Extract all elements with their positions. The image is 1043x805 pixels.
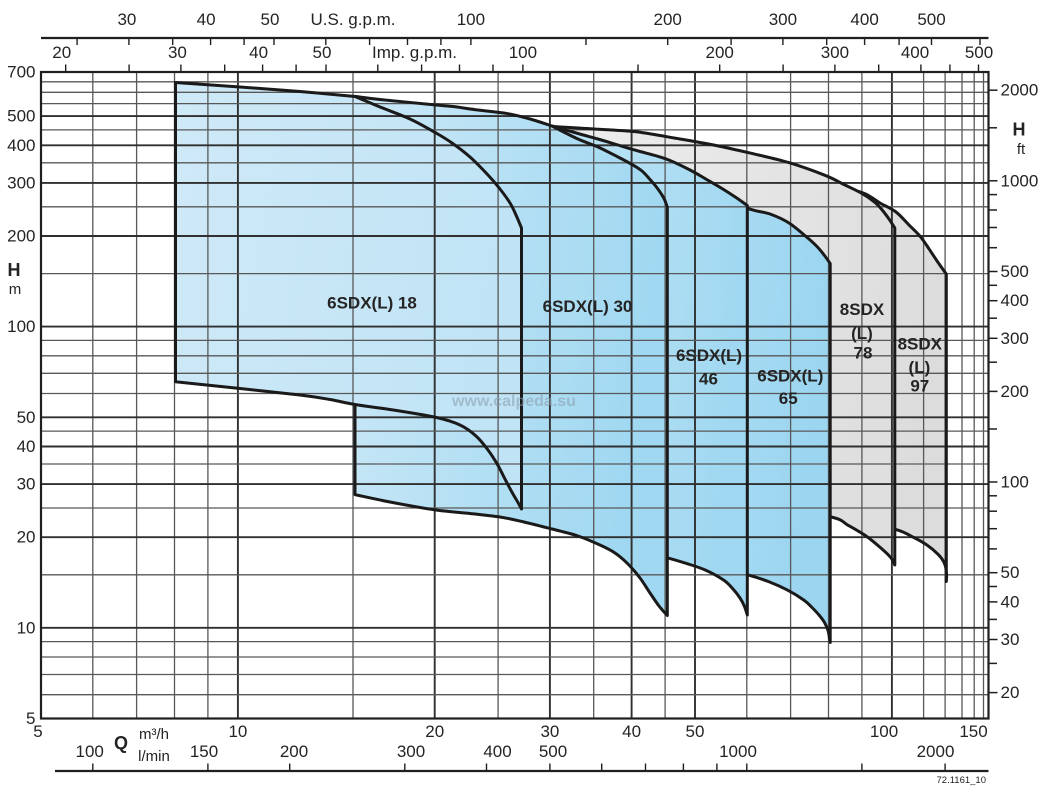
svg-text:400: 400 bbox=[7, 136, 35, 155]
svg-text:8SDX: 8SDX bbox=[840, 300, 885, 319]
svg-text:30: 30 bbox=[117, 10, 136, 29]
svg-text:6SDX(L) 30: 6SDX(L) 30 bbox=[543, 297, 633, 316]
svg-text:200: 200 bbox=[7, 227, 35, 246]
svg-text:500: 500 bbox=[1001, 262, 1029, 281]
svg-text:(L): (L) bbox=[909, 358, 931, 377]
svg-text:40: 40 bbox=[249, 43, 268, 62]
svg-text:8SDX: 8SDX bbox=[898, 335, 943, 354]
svg-text:30: 30 bbox=[168, 43, 187, 62]
svg-text:1000: 1000 bbox=[1001, 171, 1039, 190]
svg-text:20: 20 bbox=[52, 43, 71, 62]
svg-text:100: 100 bbox=[457, 10, 485, 29]
svg-text:300: 300 bbox=[397, 742, 425, 761]
svg-text:65: 65 bbox=[779, 389, 798, 408]
svg-text:72.1161_10: 72.1161_10 bbox=[937, 775, 987, 786]
svg-text:6SDX(L): 6SDX(L) bbox=[757, 366, 823, 385]
svg-text:200: 200 bbox=[1001, 382, 1029, 401]
svg-text:40: 40 bbox=[622, 722, 641, 741]
svg-text:300: 300 bbox=[1001, 329, 1029, 348]
svg-text:20: 20 bbox=[1001, 683, 1020, 702]
svg-text:400: 400 bbox=[850, 10, 878, 29]
svg-text:30: 30 bbox=[540, 722, 559, 741]
svg-text:5: 5 bbox=[33, 722, 42, 741]
svg-text:H: H bbox=[1013, 120, 1026, 140]
svg-text:46: 46 bbox=[699, 370, 718, 389]
svg-text:5: 5 bbox=[26, 709, 35, 728]
svg-text:400: 400 bbox=[483, 742, 511, 761]
svg-text:200: 200 bbox=[280, 742, 308, 761]
svg-text:50: 50 bbox=[17, 408, 36, 427]
svg-text:300: 300 bbox=[7, 173, 35, 192]
svg-text:500: 500 bbox=[7, 107, 35, 126]
svg-text:H: H bbox=[8, 260, 21, 280]
svg-text:30: 30 bbox=[17, 475, 36, 494]
svg-text:500: 500 bbox=[917, 10, 945, 29]
svg-text:200: 200 bbox=[706, 43, 734, 62]
svg-text:300: 300 bbox=[769, 10, 797, 29]
svg-text:400: 400 bbox=[901, 43, 929, 62]
svg-text:20: 20 bbox=[17, 528, 36, 547]
svg-text:6SDX(L): 6SDX(L) bbox=[676, 346, 742, 365]
svg-text:500: 500 bbox=[965, 43, 993, 62]
svg-text:100: 100 bbox=[76, 742, 104, 761]
svg-text:Imp. g.p.m.: Imp. g.p.m. bbox=[372, 43, 457, 62]
svg-text:700: 700 bbox=[7, 63, 35, 82]
svg-text:50: 50 bbox=[686, 722, 705, 741]
svg-text:Q: Q bbox=[114, 733, 128, 753]
svg-text:10: 10 bbox=[17, 618, 36, 637]
svg-text:ft: ft bbox=[1017, 141, 1026, 158]
svg-text:2000: 2000 bbox=[917, 742, 955, 761]
svg-text:6SDX(L) 18: 6SDX(L) 18 bbox=[327, 294, 417, 313]
svg-text:200: 200 bbox=[654, 10, 682, 29]
svg-text:100: 100 bbox=[1001, 473, 1029, 492]
svg-text:m: m bbox=[9, 281, 22, 298]
svg-text:l/min: l/min bbox=[138, 748, 170, 765]
svg-text:78: 78 bbox=[854, 344, 873, 363]
svg-text:150: 150 bbox=[190, 742, 218, 761]
svg-text:40: 40 bbox=[197, 10, 216, 29]
svg-text:150: 150 bbox=[959, 722, 987, 741]
svg-text:30: 30 bbox=[1001, 630, 1020, 649]
svg-text:(L): (L) bbox=[851, 324, 873, 343]
svg-text:100: 100 bbox=[509, 43, 537, 62]
svg-text:www.calpeda.su: www.calpeda.su bbox=[451, 393, 576, 410]
svg-text:97: 97 bbox=[910, 376, 929, 395]
svg-text:100: 100 bbox=[7, 317, 35, 336]
svg-text:1000: 1000 bbox=[719, 742, 757, 761]
svg-text:100: 100 bbox=[870, 722, 898, 741]
svg-text:400: 400 bbox=[1001, 291, 1029, 310]
svg-text:2000: 2000 bbox=[1001, 81, 1039, 100]
svg-text:50: 50 bbox=[261, 10, 280, 29]
svg-text:10: 10 bbox=[228, 722, 247, 741]
svg-text:50: 50 bbox=[313, 43, 332, 62]
svg-text:40: 40 bbox=[1001, 592, 1020, 611]
svg-text:20: 20 bbox=[425, 722, 444, 741]
svg-text:300: 300 bbox=[821, 43, 849, 62]
svg-text:50: 50 bbox=[1001, 563, 1020, 582]
svg-text:40: 40 bbox=[17, 437, 36, 456]
svg-text:U.S. g.p.m.: U.S. g.p.m. bbox=[310, 10, 395, 29]
svg-text:500: 500 bbox=[539, 742, 567, 761]
svg-text:m³/h: m³/h bbox=[139, 726, 169, 743]
